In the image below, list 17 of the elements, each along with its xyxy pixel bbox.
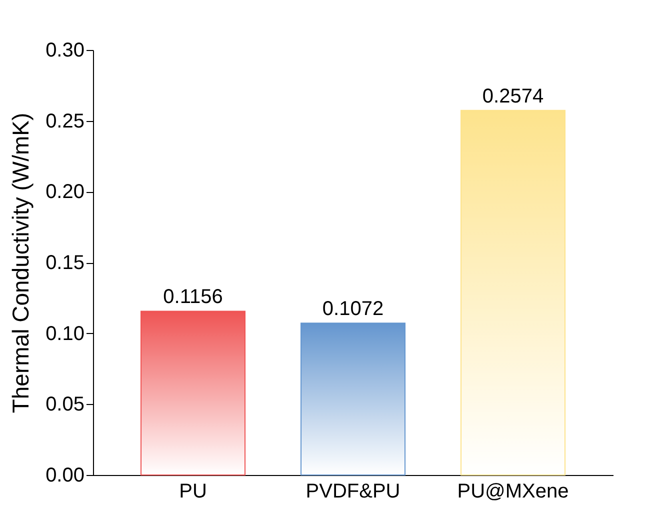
x-tick-label: PU xyxy=(179,480,207,502)
bar xyxy=(140,310,246,476)
bar xyxy=(300,322,406,476)
data-label: 0.1156 xyxy=(163,286,223,308)
bar xyxy=(460,110,566,476)
y-tick-label: 0.10 xyxy=(46,322,84,345)
x-tick-label: PVDF&PU xyxy=(306,480,400,502)
y-tick-label: 0.20 xyxy=(46,181,84,204)
data-label: 0.1072 xyxy=(322,298,384,320)
y-axis-title: Thermal Conductivity (W/mK) xyxy=(8,112,34,414)
y-tick-label: 0.25 xyxy=(46,110,84,132)
y-tick-label: 0.00 xyxy=(46,464,84,486)
x-tick-label: PU@MXene xyxy=(457,480,569,502)
y-tick-label: 0.15 xyxy=(46,252,84,274)
data-label: 0.2574 xyxy=(482,85,544,108)
y-tick-label: 0.30 xyxy=(46,40,84,62)
y-tick-label: 0.05 xyxy=(46,394,84,416)
